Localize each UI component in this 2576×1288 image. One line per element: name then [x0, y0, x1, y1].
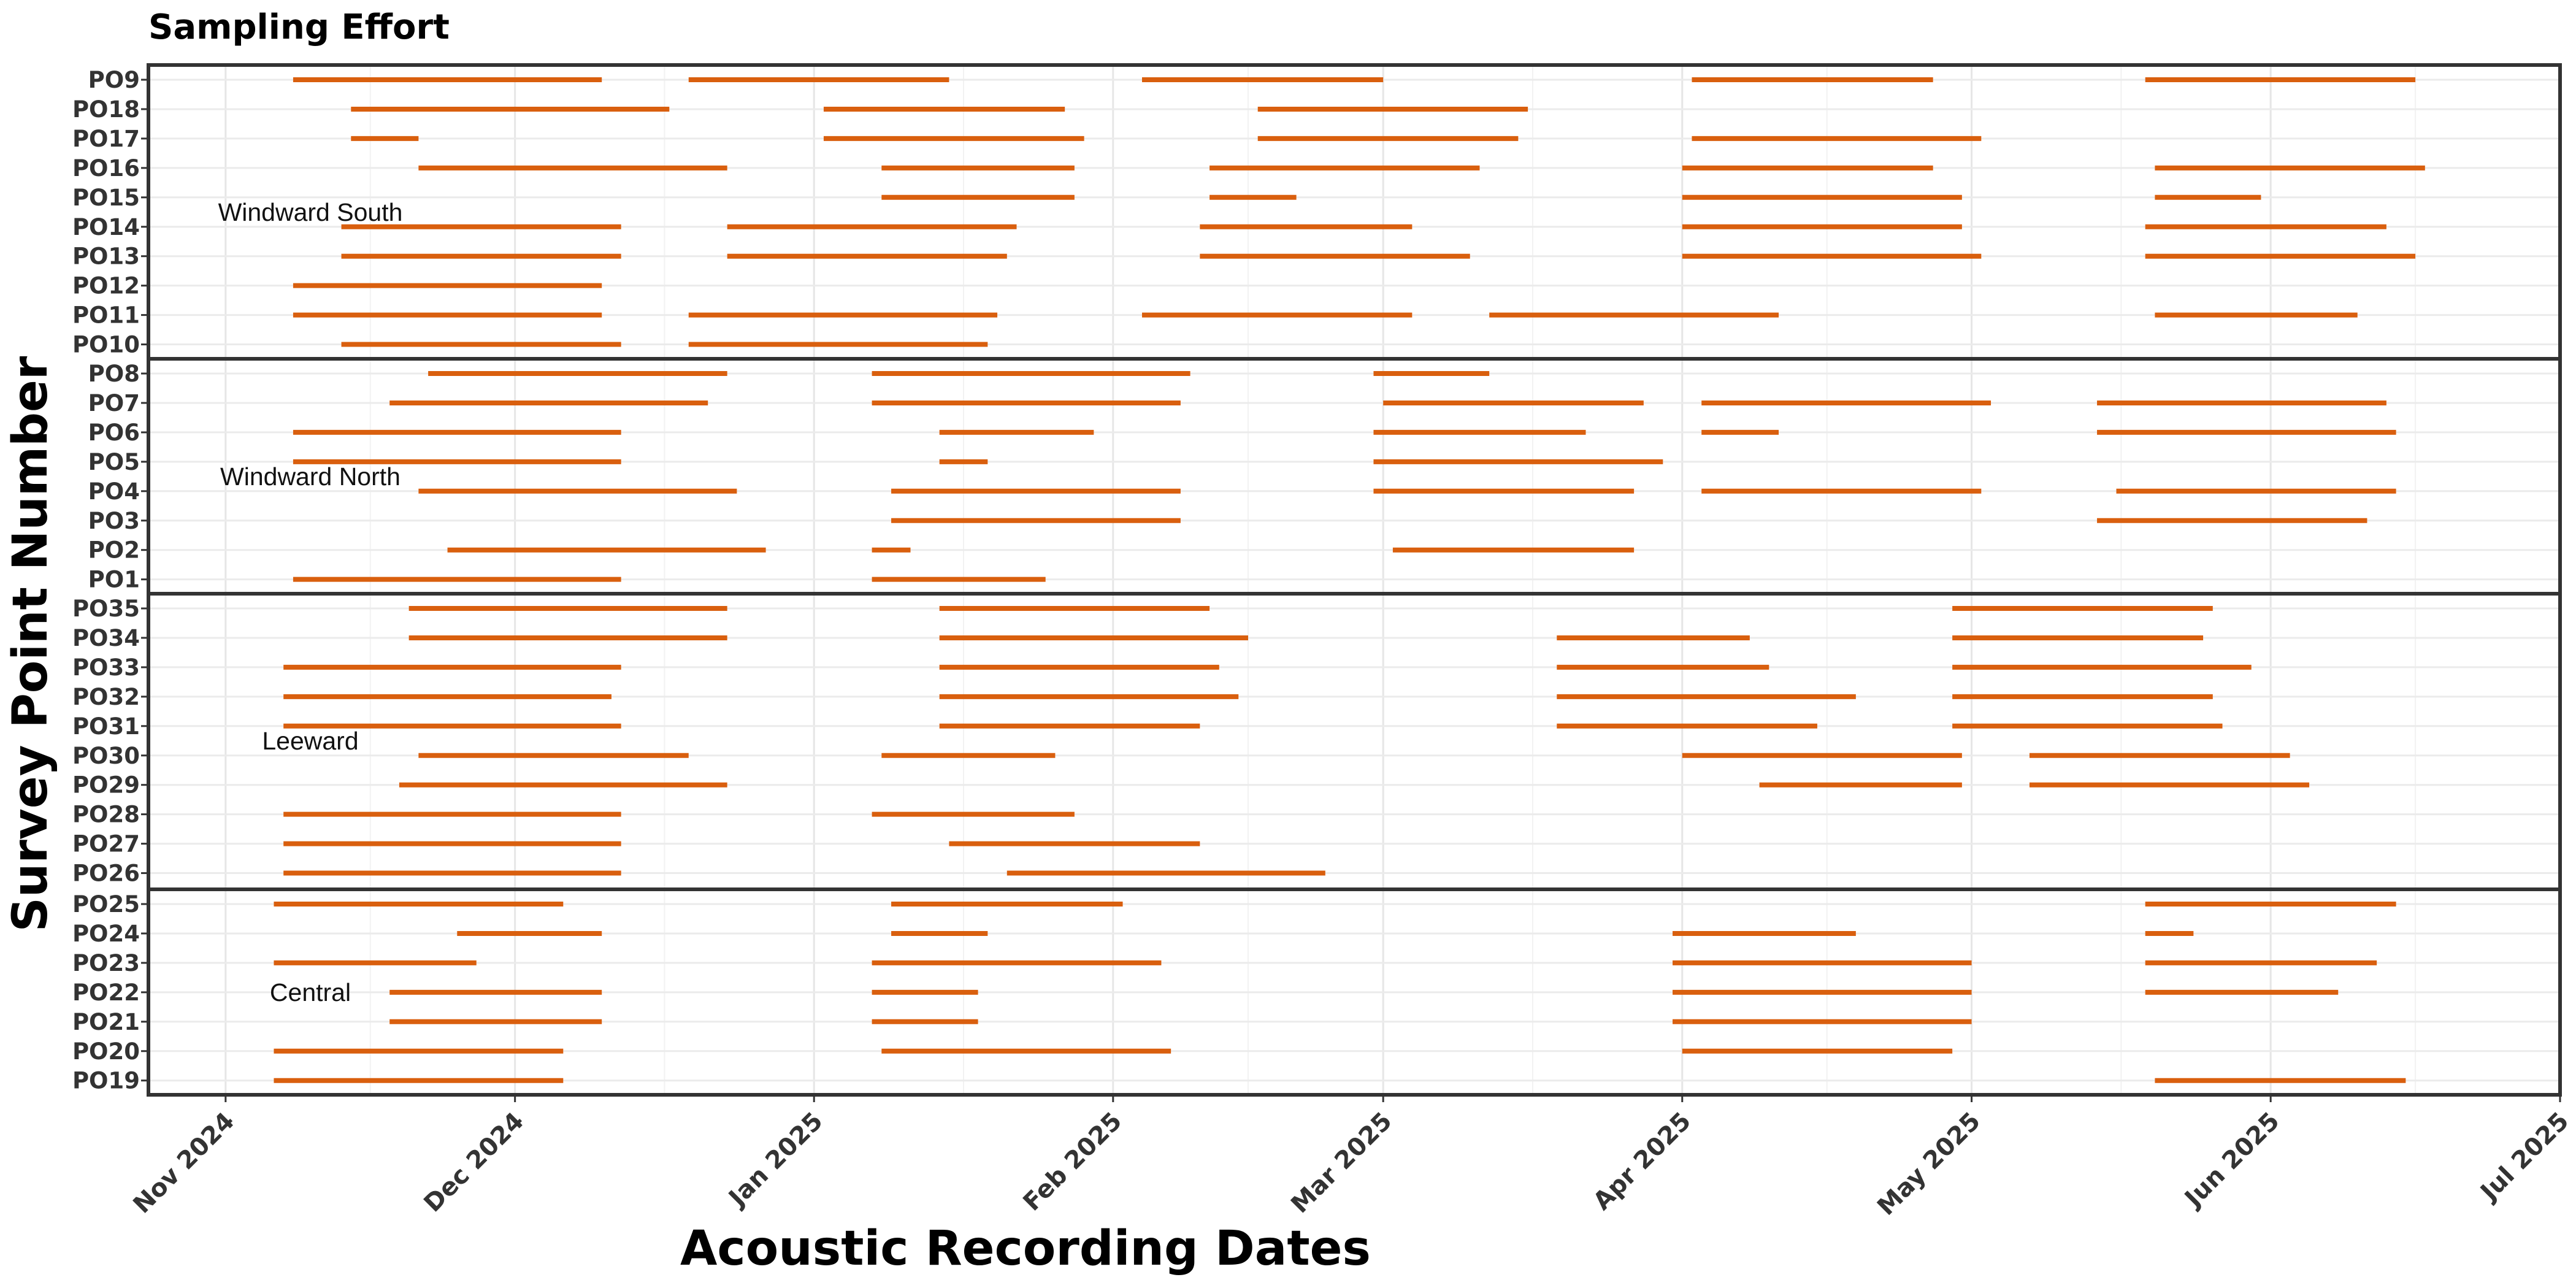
y-tick-label-po8: PO8 — [88, 361, 140, 387]
y-tick-label-po26: PO26 — [72, 861, 140, 887]
y-tick-label-po33: PO33 — [72, 654, 140, 681]
group-label-windward-north: Windward North — [220, 462, 401, 491]
y-tick-label-po6: PO6 — [88, 420, 140, 446]
y-tick-label-po31: PO31 — [72, 713, 140, 740]
y-tick-labels: PO9 PO18 PO17 PO16 PO15 PO14 PO13 PO12 PO11 PO10 P… — [72, 67, 148, 1094]
group-label-windward-south: Windward South — [218, 198, 403, 226]
y-tick-label-po35: PO35 — [72, 596, 140, 622]
group-label-leeward: Leeward — [262, 727, 358, 755]
y-tick-label-po30: PO30 — [72, 743, 140, 769]
y-tick-label-po7: PO7 — [88, 390, 140, 416]
y-tick-label-po4: PO4 — [88, 478, 140, 505]
y-tick-label-po27: PO27 — [72, 831, 140, 857]
y-tick-label-po28: PO28 — [72, 802, 140, 828]
y-tick-label-po17: PO17 — [72, 126, 140, 152]
y-tick-label-po14: PO14 — [72, 214, 140, 240]
y-tick-label-po21: PO21 — [72, 1009, 140, 1035]
y-tick-label-po13: PO13 — [72, 243, 140, 270]
chart-title: Sampling Effort — [148, 7, 450, 47]
x-axis-label: Acoustic Recording Dates — [680, 1221, 1371, 1276]
panel-borders — [147, 63, 2562, 1097]
y-tick-label-po5: PO5 — [88, 449, 140, 475]
y-tick-label-po1: PO1 — [88, 567, 140, 593]
y-tick-label-po2: PO2 — [88, 537, 140, 564]
y-tick-label-po18: PO18 — [72, 96, 140, 123]
group-labels: Windward South Windward North Leeward Centr… — [218, 198, 403, 1006]
y-tick-label-po11: PO11 — [72, 302, 140, 329]
y-tick-label-po19: PO19 — [72, 1068, 140, 1094]
y-tick-label-po20: PO20 — [72, 1038, 140, 1065]
y-tick-label-po22: PO22 — [72, 979, 140, 1006]
y-axis-label: Survey Point Number — [3, 356, 58, 932]
y-tick-label-po15: PO15 — [72, 185, 140, 211]
y-tick-label-po12: PO12 — [72, 273, 140, 299]
y-tick-label-po23: PO23 — [72, 950, 140, 976]
y-tick-label-po32: PO32 — [72, 684, 140, 710]
recording-bars — [274, 77, 2425, 1083]
y-tick-label-po34: PO34 — [72, 625, 140, 651]
y-tick-label-po10: PO10 — [72, 332, 140, 358]
y-tick-label-po3: PO3 — [88, 508, 140, 534]
group-label-central: Central — [270, 978, 351, 1006]
y-tick-label-po9: PO9 — [88, 67, 140, 93]
y-tick-label-po24: PO24 — [72, 921, 140, 947]
y-tick-label-po25: PO25 — [72, 891, 140, 918]
y-tick-label-po16: PO16 — [72, 155, 140, 182]
y-tick-label-po29: PO29 — [72, 772, 140, 799]
